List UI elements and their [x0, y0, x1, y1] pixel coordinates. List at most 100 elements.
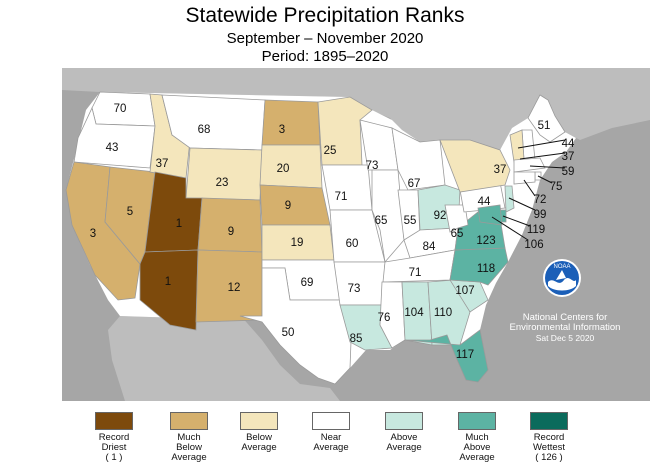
legend-label: Record Driest ( 1 )	[98, 432, 130, 463]
state-ne	[259, 184, 331, 226]
legend-item: Much Below Average	[149, 412, 229, 463]
legend: Record Driest ( 1 ) Much Below Average Bel…	[0, 412, 650, 475]
credit-block: National Centers for Environmental Infor…	[506, 312, 624, 344]
state-sd	[259, 144, 323, 189]
rank-label-id: 37	[156, 158, 169, 170]
rank-label-ar: 73	[348, 283, 361, 295]
state-wv	[444, 204, 469, 233]
rank-label-az: 1	[165, 276, 171, 288]
rank-label-or: 43	[106, 142, 119, 154]
rank-label-ma: 59	[562, 166, 575, 178]
rank-label-ut: 1	[176, 218, 182, 230]
legend-label: Near Average	[313, 432, 349, 453]
state-ny	[439, 139, 511, 193]
rank-label-mt: 68	[198, 124, 211, 136]
state-nd	[261, 99, 321, 146]
leader-line-de	[502, 215, 531, 227]
state-fl	[404, 329, 489, 383]
legend-swatch	[385, 412, 423, 430]
leader-line-ma	[529, 165, 566, 169]
map-period: Period: 1895–2020	[261, 48, 389, 65]
rank-label-oh: 92	[434, 210, 447, 222]
legend-label: Much Below Average	[171, 432, 207, 463]
rank-label-pa: 44	[478, 196, 491, 208]
rank-label-ia: 71	[335, 191, 348, 203]
canada-land	[62, 68, 650, 155]
rank-label-sc: 107	[455, 285, 474, 297]
rank-label-wy: 23	[216, 177, 229, 189]
legend-label: Above Average	[386, 432, 422, 453]
state-me	[527, 94, 566, 143]
rank-label-ok: 69	[301, 277, 314, 289]
rank-label-mn: 25	[324, 145, 337, 157]
rank-label-ms: 76	[378, 312, 391, 324]
rank-label-la: 85	[350, 333, 363, 345]
leader-line-md	[491, 216, 529, 241]
rank-label-ct: 72	[534, 194, 547, 206]
state-ia	[321, 164, 373, 211]
credit-date: Sat Dec 5 2020	[535, 333, 595, 343]
rank-label-nv: 5	[127, 206, 133, 218]
credit-org: National Centers for Environmental Infor…	[509, 312, 621, 333]
legend-swatch	[95, 412, 133, 430]
legend-item: Record Wettest ( 126 )	[509, 412, 589, 463]
rank-label-ri: 75	[550, 181, 563, 193]
legend-item: Below Average	[219, 412, 299, 453]
state-co	[197, 197, 263, 253]
rank-label-co: 9	[228, 226, 234, 238]
legend-swatch	[170, 412, 208, 430]
legend-item: Much Above Average	[437, 412, 517, 463]
state-ms	[379, 281, 406, 349]
rank-label-ne: 9	[285, 200, 291, 212]
rank-label-wi: 73	[366, 160, 379, 172]
legend-swatch	[240, 412, 278, 430]
legend-item: Near Average	[291, 412, 371, 453]
svg-text:NOAA: NOAA	[553, 264, 570, 270]
legend-swatch	[458, 412, 496, 430]
state-nj	[504, 185, 515, 213]
rank-label-nj: 99	[534, 209, 547, 221]
rank-label-ky: 84	[423, 241, 436, 253]
rank-label-mo: 60	[346, 238, 359, 250]
rank-label-ca: 3	[90, 228, 96, 240]
rank-label-va: 123	[476, 235, 495, 247]
state-ma	[513, 157, 546, 173]
state-tx	[239, 267, 353, 385]
mexico-land	[108, 315, 340, 401]
rank-label-wa: 70	[114, 103, 127, 115]
noaa-logo: NOAA	[542, 258, 582, 298]
rank-label-nc: 118	[477, 263, 495, 275]
rank-label-fl: 117	[456, 349, 474, 361]
rank-label-de: 119	[527, 224, 545, 236]
state-wy	[185, 147, 263, 201]
legend-swatch	[312, 412, 350, 430]
legend-label: Much Above Average	[459, 432, 495, 463]
legend-label: Below Average	[241, 432, 277, 453]
state-md	[477, 204, 503, 226]
rank-label-nh: 44	[562, 138, 575, 150]
rank-label-vt: 37	[562, 151, 575, 163]
rank-label-in: 55	[404, 215, 417, 227]
us-map: 7043353768231191232091969502571607385736…	[62, 68, 650, 401]
rank-label-il: 65	[375, 215, 388, 227]
rank-label-wv: 65	[451, 228, 464, 240]
state-ct	[513, 171, 536, 185]
rank-label-ga: 110	[434, 307, 452, 319]
map-title: Statewide Precipitation Ranks	[185, 4, 465, 27]
rank-label-tx: 50	[282, 327, 295, 339]
map-area: 70 43 3 5 37 68 23 1 1 9 12 3 20 9 19 69 50 25 71 60 73 85 73 6…	[62, 68, 650, 401]
legend-item: Above Average	[364, 412, 444, 453]
rank-label-nd: 3	[279, 124, 285, 136]
leader-line-ct	[523, 179, 536, 197]
leader-line-ri	[537, 175, 553, 184]
legend-swatch	[530, 412, 568, 430]
legend-label: Record Wettest ( 126 )	[532, 432, 566, 463]
rank-label-mi: 67	[408, 178, 421, 190]
map-subtitle: September – November 2020	[226, 30, 424, 47]
rank-label-ny: 37	[494, 164, 507, 176]
legend-item: Record Driest ( 1 )	[74, 412, 154, 463]
leader-line-vt	[519, 152, 566, 160]
state-or	[73, 106, 156, 169]
rank-label-nm: 12	[228, 282, 241, 294]
rank-label-me: 51	[538, 120, 551, 132]
